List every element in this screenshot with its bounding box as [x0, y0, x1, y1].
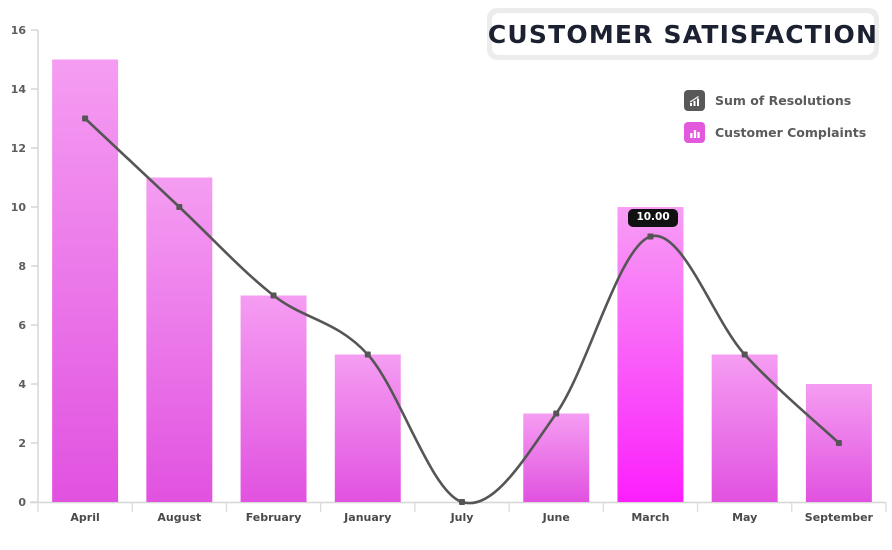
data-point-tooltip: 10.00 — [628, 208, 678, 228]
x-label-march: March — [631, 511, 669, 524]
svg-text:16: 16 — [11, 24, 27, 37]
legend-label-sum-of-resolutions: Sum of Resolutions — [715, 93, 852, 108]
page-title: CUSTOMER SATISFACTION — [487, 19, 879, 49]
legend-item-customer-complaints[interactable]: Customer Complaints — [684, 122, 866, 143]
line-marker-september[interactable] — [835, 440, 842, 446]
svg-text:6: 6 — [18, 319, 26, 332]
bar-april[interactable] — [52, 59, 119, 503]
svg-text:12: 12 — [11, 142, 26, 155]
line-marker-july[interactable] — [459, 499, 465, 505]
line-marker-february[interactable] — [270, 292, 277, 299]
x-label-may: May — [732, 511, 757, 524]
x-label-july: July — [450, 511, 474, 524]
line-marker-march[interactable] — [647, 233, 654, 240]
line-marker-may[interactable] — [741, 351, 748, 358]
legend-label-customer-complaints: Customer Complaints — [715, 125, 867, 140]
chart-title-inner: CUSTOMER SATISFACTION — [488, 13, 877, 55]
resolutions-line[interactable] — [83, 117, 841, 505]
svg-text:0: 0 — [18, 496, 26, 509]
legend-item-sum-of-resolutions[interactable]: Sum of Resolutions — [684, 90, 866, 111]
line-marker-january[interactable] — [364, 351, 371, 358]
x-label-september: September — [805, 511, 874, 524]
svg-text:10: 10 — [11, 201, 27, 214]
line-markers[interactable] — [82, 115, 842, 506]
bar-may[interactable] — [711, 354, 778, 503]
line-marker-april[interactable] — [82, 115, 89, 122]
x-label-january: January — [343, 511, 391, 524]
x-label-june: June — [542, 511, 570, 524]
line-marker-june[interactable] — [553, 410, 560, 417]
line-series[interactable] — [83, 117, 841, 505]
bar-june[interactable] — [523, 413, 590, 503]
y-axis-ticks: 0 2 4 6 8 10 12 14 16 — [11, 24, 38, 509]
bar-series[interactable] — [52, 59, 872, 503]
x-axis-ticks — [37, 502, 887, 512]
svg-text:2: 2 — [18, 437, 26, 450]
svg-text:4: 4 — [18, 378, 26, 391]
bar-january[interactable] — [334, 354, 401, 503]
bar-february[interactable] — [240, 295, 307, 503]
line-chart-icon — [684, 90, 705, 111]
svg-text:8: 8 — [18, 260, 26, 273]
x-label-august: August — [157, 511, 201, 524]
x-label-april: April — [70, 511, 99, 524]
svg-text:14: 14 — [11, 83, 27, 96]
bar-august[interactable] — [146, 177, 213, 503]
bar-chart-icon — [684, 122, 705, 143]
line-marker-august[interactable] — [176, 204, 183, 210]
x-label-february: February — [246, 511, 302, 524]
chart-title-card: CUSTOMER SATISFACTION — [487, 8, 879, 60]
x-axis-labels: April August February January July June March M… — [70, 511, 873, 524]
bar-march[interactable] — [617, 207, 684, 502]
chart-legend[interactable]: Sum of Resolutions Customer Complaints — [684, 90, 866, 143]
